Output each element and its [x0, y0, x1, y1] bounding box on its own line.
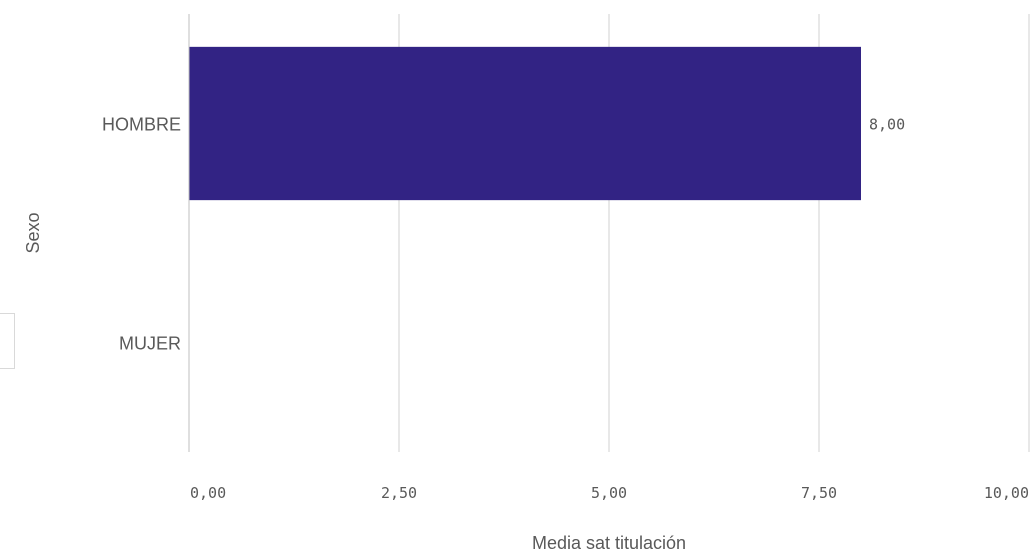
side-panel-tab[interactable] — [0, 313, 15, 369]
y-axis-title: Sexo — [23, 212, 43, 253]
x-tick-label: 5,00 — [591, 484, 627, 502]
bar-hombre[interactable] — [189, 46, 861, 201]
x-tick-label: 2,50 — [381, 484, 417, 502]
category-label-mujer: MUJER — [119, 334, 181, 354]
bars — [189, 46, 861, 201]
x-axis-title: Media sat titulación — [532, 533, 686, 553]
category-label-hombre: HOMBRE — [102, 115, 181, 135]
data-label-hombre: 8,00 — [869, 116, 905, 134]
x-tick-label: 0,00 — [190, 484, 226, 502]
y-axis-categories: HOMBRE MUJER — [102, 115, 181, 354]
x-axis-ticks: 0,00 2,50 5,00 7,50 10,00 — [190, 484, 1029, 502]
x-tick-label: 7,50 — [801, 484, 837, 502]
x-tick-label: 10,00 — [984, 484, 1029, 502]
data-labels: 8,00 — [869, 116, 905, 134]
